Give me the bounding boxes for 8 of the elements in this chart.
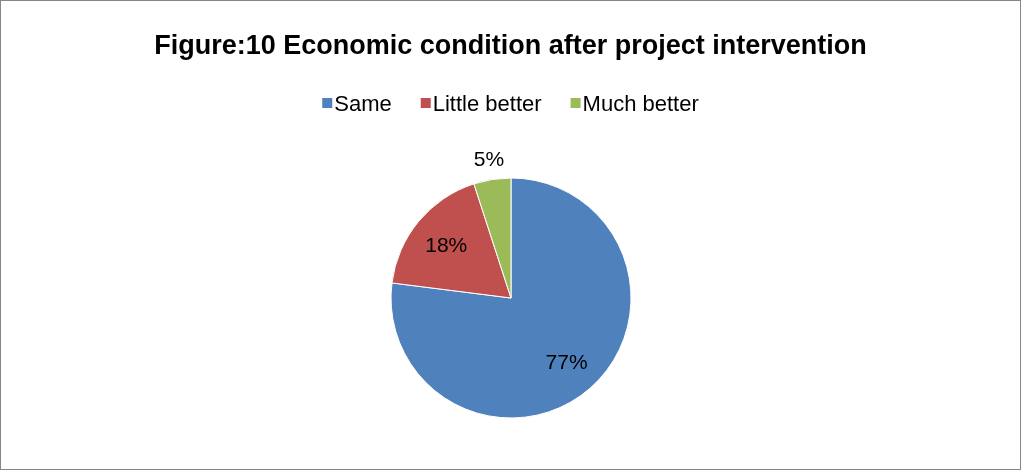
pie-slice <box>390 177 632 419</box>
legend-label: Much better <box>582 90 699 116</box>
chart-title: Figure:10 Economic condition after project intervention <box>154 30 867 60</box>
data-label: 77% <box>545 349 588 373</box>
legend-label: Same <box>334 90 392 116</box>
data-label: 5% <box>473 147 505 171</box>
data-label: 18% <box>425 232 468 256</box>
legend-label: Little better <box>432 90 542 116</box>
